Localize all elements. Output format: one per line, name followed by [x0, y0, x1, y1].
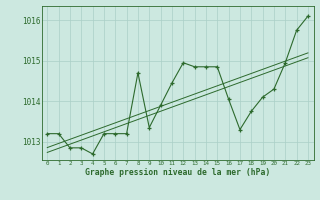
X-axis label: Graphe pression niveau de la mer (hPa): Graphe pression niveau de la mer (hPa)	[85, 168, 270, 177]
